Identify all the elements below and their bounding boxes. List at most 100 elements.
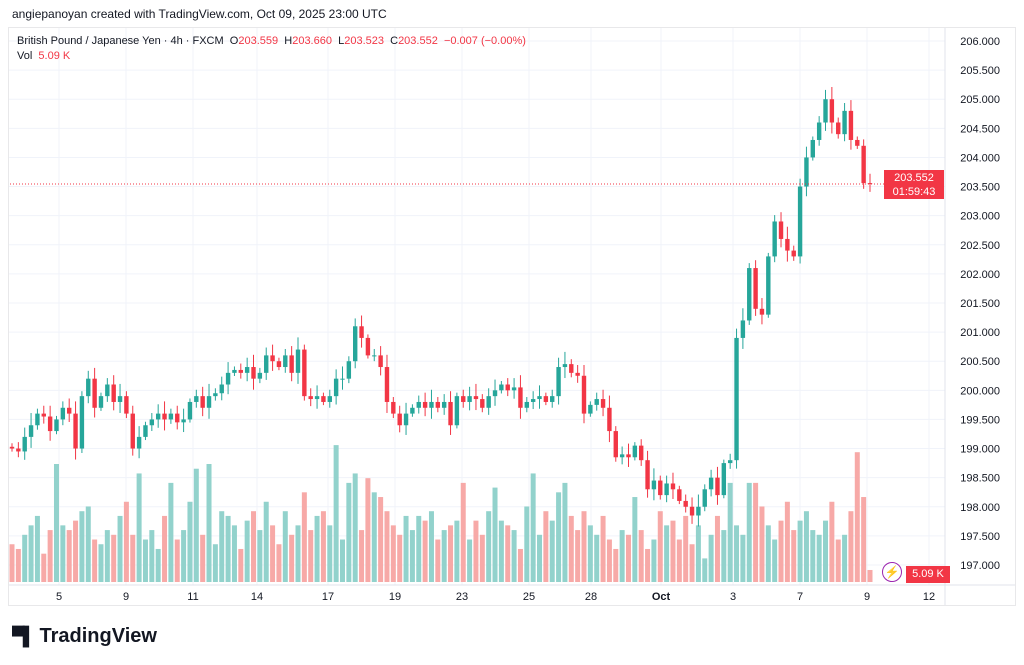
volume-bar — [181, 530, 187, 582]
candle-body — [829, 99, 835, 123]
volume-bar — [530, 473, 536, 582]
volume-bar — [619, 530, 625, 582]
time-tick: 23 — [456, 591, 468, 603]
high-value: 203.660 — [292, 35, 332, 47]
candle-body — [810, 139, 815, 158]
candle-body — [639, 445, 644, 461]
candle-body — [327, 396, 332, 402]
candle-body — [98, 396, 104, 408]
candle-body — [79, 396, 85, 449]
open-value: 203.559 — [238, 35, 279, 47]
candle-body — [448, 401, 453, 426]
bar-countdown: 01:59:43 — [892, 186, 936, 198]
candle-body — [550, 396, 555, 402]
candle-body — [251, 367, 256, 379]
candle-body — [384, 367, 390, 402]
candle-body — [257, 372, 263, 379]
volume-bar — [645, 548, 651, 582]
change-value: −0.007 (−0.00%) — [443, 35, 526, 47]
candle-body — [747, 268, 752, 321]
volume-bar — [308, 530, 314, 582]
candle-body — [581, 375, 587, 414]
volume-bar — [98, 544, 104, 582]
volume-bar — [73, 520, 79, 582]
candle-body — [486, 396, 491, 408]
candle-body — [492, 390, 498, 397]
price-tick: 202.500 — [960, 240, 1000, 252]
time-tick: 17 — [322, 591, 334, 603]
symbol-name[interactable]: British Pound / Japanese Yen · 4h · FXCM — [17, 35, 224, 47]
tradingview-logo[interactable]: ▀▌ TradingView — [12, 625, 157, 648]
volume-bar — [765, 525, 771, 582]
volume-bar — [651, 539, 657, 582]
volume-bar — [848, 511, 854, 582]
candle-body — [391, 401, 396, 414]
candle-body — [607, 407, 612, 432]
candle-body — [397, 413, 402, 426]
candle-body — [569, 364, 574, 373]
volume-bar — [562, 482, 568, 582]
volume-bar — [600, 515, 606, 582]
candle-body — [499, 384, 504, 391]
candle-body — [594, 399, 599, 405]
volume-bar — [613, 548, 619, 582]
candle-body — [600, 399, 606, 408]
candle-body — [816, 122, 822, 140]
price-tick: 200.000 — [960, 385, 1000, 397]
candle-body — [804, 157, 809, 187]
candle-body — [232, 369, 237, 373]
candle-body — [759, 308, 765, 315]
volume-bar — [339, 539, 345, 582]
price-tick: 201.500 — [960, 298, 1000, 310]
volume-bar — [41, 553, 47, 582]
candle-body — [562, 364, 568, 368]
volume-bar — [212, 544, 218, 582]
time-tick: 28 — [585, 591, 597, 603]
candle-body — [340, 378, 345, 380]
candle-body — [200, 396, 205, 408]
volume-bar — [289, 534, 295, 582]
candle-body — [855, 139, 860, 146]
candle-body — [836, 122, 841, 135]
candle-body — [670, 483, 676, 490]
candle-body — [181, 419, 186, 423]
volume-bar — [174, 539, 180, 582]
volume-bar — [155, 548, 161, 582]
price-tick: 197.000 — [960, 560, 1000, 572]
candle-body — [130, 413, 135, 449]
volume-bar — [193, 468, 199, 582]
candle-body — [225, 372, 231, 385]
volume-bar — [746, 482, 752, 582]
volume-bar — [28, 525, 34, 582]
lightning-icon[interactable]: ⚡ — [882, 562, 902, 582]
volume-bar — [47, 530, 53, 582]
candle-body — [9, 446, 15, 449]
price-tick: 199.000 — [960, 444, 1000, 456]
candle-body — [461, 396, 466, 402]
candle-body — [28, 425, 34, 437]
candle-body — [283, 355, 288, 368]
chart-frame[interactable] — [8, 27, 1016, 606]
volume-bar — [371, 492, 377, 582]
candle-body — [60, 407, 66, 420]
volume-bar — [829, 501, 835, 582]
volume-bar — [9, 544, 15, 582]
volume-bar — [295, 525, 301, 582]
candle-body — [658, 480, 663, 496]
time-tick: 9 — [123, 591, 129, 603]
candle-body — [524, 401, 529, 408]
volume-bar — [683, 515, 689, 582]
volume-bar — [543, 511, 549, 582]
volume-bar — [168, 482, 174, 582]
price-tick: 204.000 — [960, 152, 1000, 164]
candle-body — [505, 384, 510, 391]
symbol-legend: British Pound / Japanese Yen · 4h · FXCM… — [17, 34, 526, 64]
volume-bar — [403, 515, 409, 582]
price-tick: 205.000 — [960, 94, 1000, 106]
volume-bar — [384, 511, 390, 582]
time-tick: 12 — [923, 591, 935, 603]
price-tick: 203.000 — [960, 211, 1000, 223]
volume-bar — [142, 539, 148, 582]
volume-bar — [454, 520, 460, 582]
